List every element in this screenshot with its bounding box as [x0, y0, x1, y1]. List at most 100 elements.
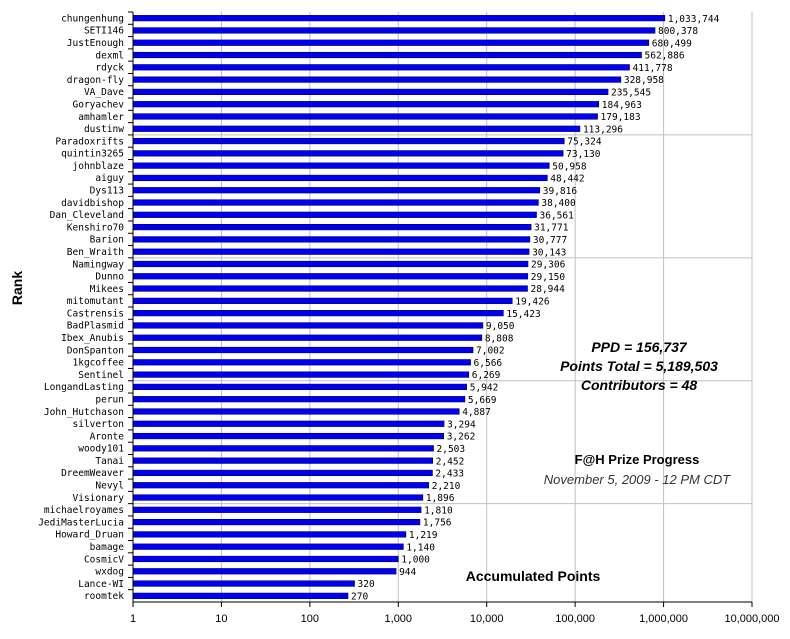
chart-title: F@H Prize Progress: [575, 452, 700, 467]
category-label: rdyck: [95, 63, 124, 74]
value-label: 15,423: [506, 309, 540, 320]
ppd-stat: PPD = 156,737: [591, 339, 688, 355]
value-label: 6,269: [472, 370, 501, 381]
value-label: 5,669: [468, 395, 497, 406]
category-label: Aronte: [90, 431, 125, 442]
x-tick-label: 100,000: [555, 613, 595, 625]
category-label: Howard_Druan: [55, 530, 124, 541]
value-label: 1,000: [401, 555, 430, 566]
bar: [132, 482, 430, 489]
bar: [132, 27, 656, 34]
value-label: 73,130: [566, 149, 601, 160]
bar: [132, 346, 474, 354]
value-label: 28,944: [531, 284, 566, 295]
category-label: perun: [95, 394, 124, 405]
value-label: 48,442: [550, 174, 584, 185]
bar: [132, 248, 530, 255]
category-label: Dan_Cleveland: [50, 210, 124, 221]
category-label: roomtek: [84, 591, 124, 602]
value-label: 30,143: [532, 247, 566, 258]
value-label: 19,426: [515, 296, 550, 307]
category-label: dexml: [95, 50, 124, 61]
x-tick-label: 10,000,000: [724, 613, 779, 625]
value-label: 4,887: [462, 407, 491, 418]
category-label: Dunno: [95, 272, 124, 283]
category-label: VA_Dave: [84, 87, 124, 98]
category-label: Sentinel: [78, 370, 124, 381]
bar: [132, 359, 471, 366]
bar: [132, 555, 399, 563]
bar: [132, 580, 355, 587]
bar: [132, 531, 407, 538]
bar: [132, 162, 550, 169]
bar: [132, 408, 460, 415]
category-label: Ibex_Anubis: [61, 333, 124, 344]
category-label: johnblaze: [73, 161, 125, 172]
bar: [132, 506, 422, 513]
category-label: bamage: [90, 542, 125, 553]
value-label: 1,140: [406, 542, 435, 553]
category-label: mitomutant: [67, 296, 124, 307]
value-label: 38,400: [541, 198, 576, 209]
value-label: 944: [399, 567, 416, 578]
category-label: dragon-fly: [67, 75, 124, 86]
bar: [132, 445, 434, 452]
value-label: 3,262: [447, 432, 476, 443]
value-label: 29,150: [531, 272, 566, 283]
chart-subtitle: November 5, 2009 - 12 PM CDT: [544, 472, 731, 487]
value-label: 5,942: [470, 383, 499, 394]
value-label: 50,958: [552, 161, 587, 172]
bar: [132, 187, 541, 194]
category-label: BadPlasmid: [67, 321, 124, 332]
bar: [132, 64, 630, 71]
value-label: 75,324: [567, 137, 602, 148]
bar: [132, 568, 397, 575]
value-label: 235,545: [611, 88, 651, 99]
value-label: 1,896: [426, 493, 455, 504]
category-label: chungenhung: [61, 13, 124, 24]
x-tick-label: 10: [215, 613, 227, 625]
bar: [132, 383, 468, 391]
bar: [132, 113, 598, 120]
value-label: 113,296: [583, 124, 623, 135]
bar: [132, 137, 565, 145]
category-label: Ben_Wraith: [67, 247, 124, 258]
value-label: 328,958: [624, 75, 664, 86]
category-label: aiguy: [95, 173, 124, 184]
y-axis-label: Rank: [9, 271, 25, 305]
value-label: 411,778: [633, 63, 673, 74]
x-tick-label: 1,000,000: [639, 613, 688, 625]
bar: [132, 494, 424, 501]
x-tick-labels: 1 10 100 1,000 10,000 100,000 1,000,000 10,000,…: [130, 613, 780, 625]
bar: [132, 371, 470, 378]
value-label: 36,561: [540, 210, 575, 221]
value-label: 29,306: [531, 260, 566, 271]
value-label: 39,816: [543, 186, 578, 197]
value-label: 270: [351, 591, 368, 602]
bar: [132, 150, 564, 157]
value-label: 2,452: [436, 456, 465, 467]
bar: [132, 211, 537, 218]
bar: [132, 469, 433, 477]
category-label: davidbishop: [61, 198, 124, 209]
bar: [132, 51, 642, 59]
category-label: woody101: [78, 444, 124, 455]
value-label: 3,294: [447, 419, 476, 430]
value-label: 9,050: [486, 321, 515, 332]
category-label: LongandLasting: [44, 382, 124, 393]
x-tick-label: 10,000: [470, 613, 504, 625]
value-label: 562,886: [645, 51, 685, 62]
category-label: CosmicV: [84, 554, 124, 565]
category-label: dustinw: [84, 124, 124, 135]
category-label: michaelroyames: [44, 505, 124, 516]
category-label: silverton: [73, 419, 124, 430]
value-label: 179,183: [601, 112, 641, 123]
category-label: SETI146: [84, 26, 124, 37]
value-label: 184,963: [602, 100, 642, 111]
bar: [132, 432, 444, 440]
category-label: 1kgcoffee: [73, 358, 125, 369]
category-label: DonSpanton: [67, 345, 124, 356]
bar: [132, 39, 650, 46]
value-label: 7,002: [476, 346, 505, 357]
